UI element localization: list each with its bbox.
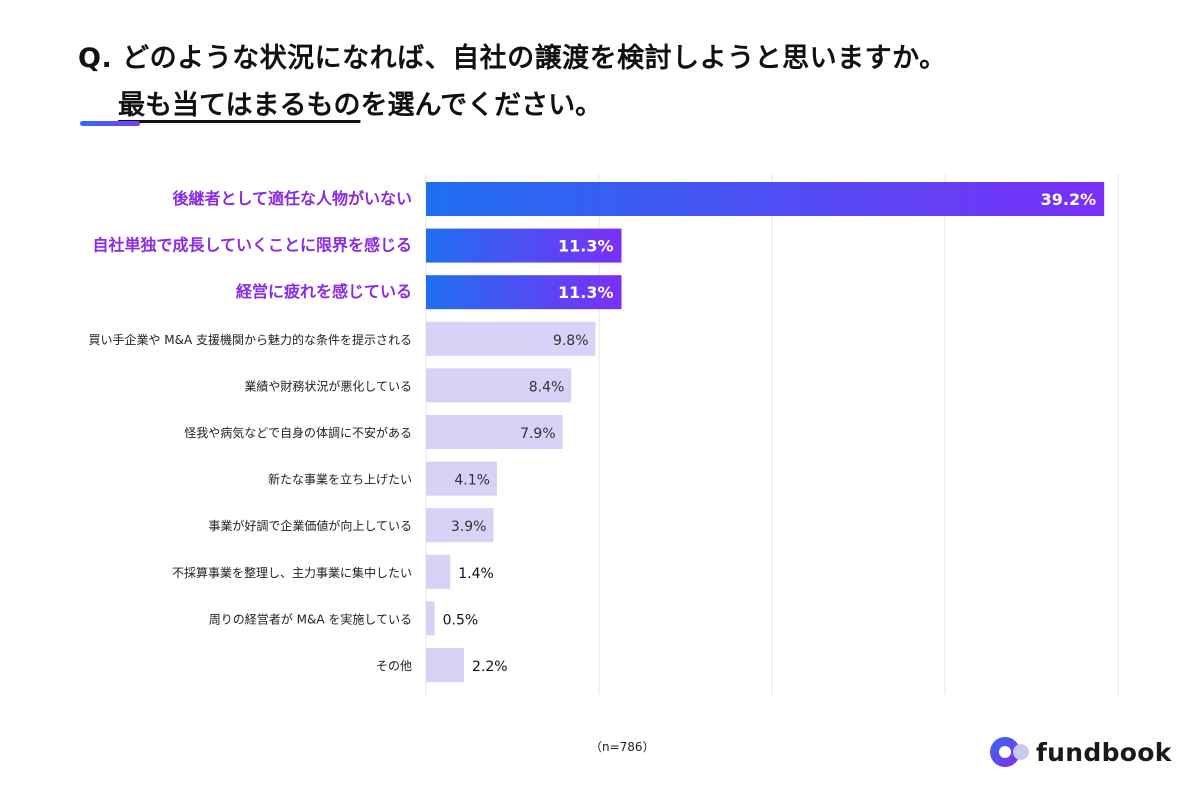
bar — [426, 508, 494, 543]
fundbook-logo-icon — [990, 737, 1029, 767]
value-label: 8.4% — [529, 379, 565, 395]
bar — [426, 182, 1105, 216]
value-label: 11.3% — [558, 237, 614, 256]
value-label: 9.8% — [553, 333, 589, 349]
value-label: 11.3% — [558, 283, 614, 302]
question-underlined-text: 最も当てはまるもの — [118, 90, 361, 121]
value-label: 1.4% — [458, 566, 494, 582]
category-label: 怪我や病気などで自身の体調に不安がある — [184, 425, 412, 440]
brand-name: fundbook — [1036, 737, 1172, 767]
value-label: 3.9% — [451, 519, 487, 535]
category-label: 新たな事業を立ち上げたい — [268, 472, 412, 487]
bar — [426, 321, 596, 356]
value-label: 0.5% — [443, 612, 479, 628]
bar — [426, 554, 451, 589]
category-label: 事業が好調で企業価値が向上している — [208, 518, 412, 533]
value-label: 7.9% — [520, 426, 556, 442]
bar — [426, 415, 563, 449]
bar — [426, 228, 622, 263]
sample-size-note: （n=786） — [590, 740, 655, 754]
category-label: 不採算事業を整理し、主力事業に集中したい — [172, 565, 412, 580]
question-rest-text: を選んでください。 — [360, 90, 603, 121]
question-prefix: Q. — [78, 43, 123, 74]
category-label: 経営に疲れを感じている — [236, 282, 412, 301]
category-label: その他 — [376, 659, 412, 673]
bar — [426, 601, 435, 636]
value-label: 2.2% — [472, 659, 508, 675]
bar — [426, 275, 622, 310]
question-line-1: Q. どのような状況になれば、自社の譲渡を検討しようと思いますか。 — [78, 36, 947, 75]
category-label: 買い手企業や M&A 支援機関から魅力的な条件を提示される — [88, 332, 412, 347]
bar — [426, 648, 465, 682]
category-label: 業績や財務状況が悪化している — [244, 378, 412, 393]
bar — [426, 368, 572, 403]
value-label: 39.2% — [1041, 190, 1097, 209]
question-line-2: 最も当てはまるものを選んでください。 — [78, 83, 947, 122]
category-label: 後継者として適任な人物がいない — [172, 189, 412, 208]
category-label: 自社単独で成長していくことに限界を感じる — [92, 236, 412, 255]
title-accent-line — [80, 121, 140, 126]
fundbook-logo: fundbook — [988, 733, 1172, 771]
question-title: Q. どのような状況になれば、自社の譲渡を検討しようと思いますか。 最も当てはま… — [78, 36, 947, 122]
category-label: 周りの経営者が M&A を実施している — [209, 611, 412, 626]
bar — [426, 461, 497, 496]
value-label: 4.1% — [454, 473, 490, 489]
question-text: どのような状況になれば、自社の譲渡を検討しようと思いますか。 — [122, 43, 947, 74]
